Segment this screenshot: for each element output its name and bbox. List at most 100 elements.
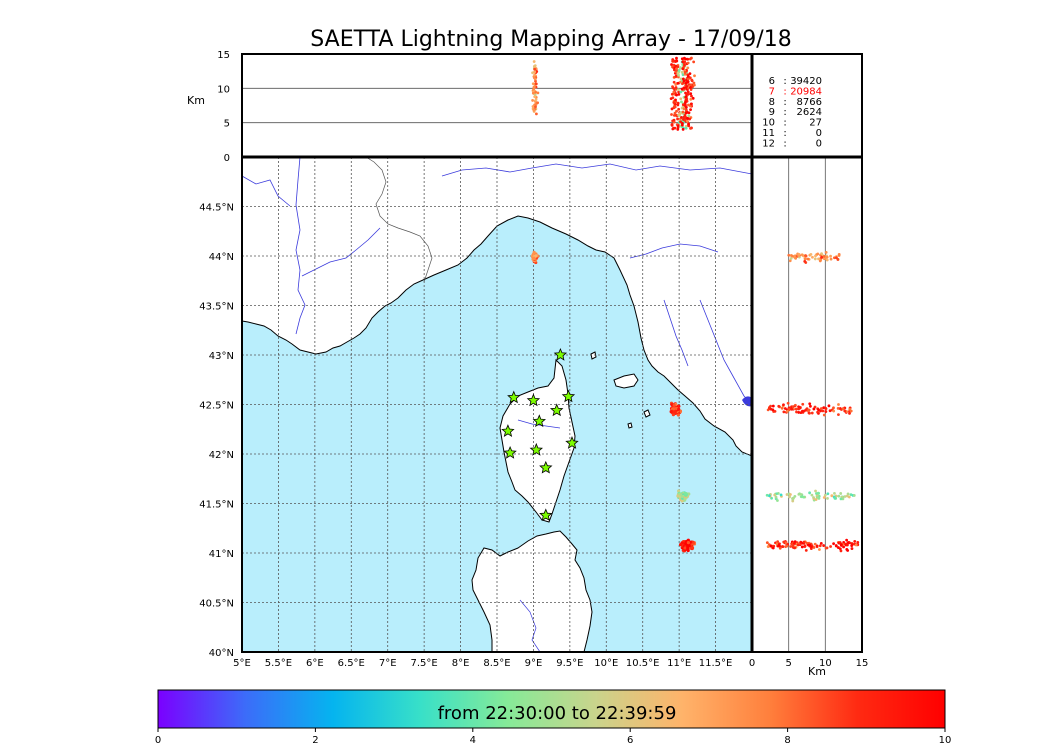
source-count: 39420 xyxy=(790,76,822,87)
side-source-point xyxy=(802,495,805,499)
altitude-source-point xyxy=(672,120,676,124)
side-source-point xyxy=(832,542,835,546)
altitude-source-point xyxy=(679,97,683,101)
separator-colon: : xyxy=(783,118,786,129)
altitude-tick-labels: 0 5 10 15 xyxy=(217,50,230,164)
lma-stations xyxy=(501,347,579,522)
side-source-point xyxy=(797,407,801,411)
altitude-source-point xyxy=(683,70,687,74)
altitude-source-point xyxy=(690,94,693,98)
side-source-point xyxy=(814,498,818,501)
altitude-source-point xyxy=(531,91,535,95)
side-source-point xyxy=(829,545,832,548)
colorbar-tick-label: 4 xyxy=(470,735,476,746)
altitude-source-point xyxy=(688,86,692,89)
side-source-point xyxy=(778,546,782,550)
side-source-point xyxy=(789,493,792,496)
side-source-point xyxy=(817,257,820,261)
altitude-source-point xyxy=(675,59,679,63)
longitude-tick-label: 7.5°E xyxy=(411,658,438,669)
side-source-point xyxy=(846,492,850,496)
side-source-point xyxy=(820,255,824,259)
altitude-panel-background xyxy=(242,54,752,157)
river-durance xyxy=(301,227,381,277)
side-source-point xyxy=(822,413,826,417)
longitude-tick-label: 8.5°E xyxy=(483,658,510,669)
latitude-tick-label: 41.5°N xyxy=(199,500,234,511)
side-source-point xyxy=(833,496,837,500)
side-source-point xyxy=(822,544,826,547)
side-source-point xyxy=(777,404,781,408)
station-number: 8 xyxy=(769,97,775,108)
lightning-source-points xyxy=(530,250,697,553)
side-source-point xyxy=(791,254,794,258)
altitude-source-point xyxy=(686,61,690,65)
side-source-point xyxy=(843,495,847,498)
altitude-source-point xyxy=(670,63,673,66)
side-source-point xyxy=(808,411,811,415)
side-source-point xyxy=(789,257,793,260)
river-po xyxy=(441,163,752,177)
side-source-point xyxy=(787,407,791,411)
side-source-point xyxy=(791,544,795,548)
france-italy-border xyxy=(365,157,433,283)
map-source-point xyxy=(683,491,688,496)
side-source-point xyxy=(780,406,784,410)
side-source-point xyxy=(809,545,813,549)
side-source-point xyxy=(845,543,849,546)
land-and-coastlines xyxy=(242,157,752,652)
altitude-source-point xyxy=(533,64,537,68)
altitude-source-point xyxy=(676,124,680,128)
side-tick-labels: 0 5 10 15 xyxy=(749,658,869,669)
source-count: 8766 xyxy=(797,97,822,108)
altitude-source-point xyxy=(531,71,534,75)
altitude-source-point xyxy=(691,85,694,89)
side-source-point xyxy=(802,540,806,544)
star-icon xyxy=(539,508,553,522)
side-source-point xyxy=(806,257,810,261)
altitude-source-point xyxy=(682,107,686,111)
side-source-point xyxy=(832,406,835,410)
altitude-source-point xyxy=(686,120,689,123)
side-source-point xyxy=(854,543,858,547)
altitude-source-point xyxy=(673,105,677,109)
side-source-point xyxy=(824,406,827,410)
altitude-source-point xyxy=(676,127,680,131)
altitude-source-point xyxy=(679,90,683,94)
side-source-point xyxy=(785,544,789,548)
side-altitude-tick-label: 0 xyxy=(749,658,755,669)
altitude-source-point xyxy=(670,123,674,127)
side-source-point xyxy=(818,259,822,263)
side-source-point xyxy=(822,255,826,258)
altitude-source-point xyxy=(533,73,537,77)
river-alps xyxy=(242,175,291,207)
latitude-tick-label: 40°N xyxy=(209,648,234,659)
source-count: 0 xyxy=(816,128,822,139)
map-tick-labels: 5°E 5.5°E 6°E 6.5°E 7°E 7.5°E 8°E 8.5°E 9°E 9.5°E… xyxy=(199,203,732,670)
altitude-source-point xyxy=(532,60,536,63)
longitude-tick-label: 5.5°E xyxy=(265,658,292,669)
station-number: 6 xyxy=(769,76,775,87)
map-panel: 5°E 5.5°E 6°E 6.5°E 7°E 7.5°E 8°E 8.5°E 9°E 9.5°E… xyxy=(199,157,752,669)
altitude-source-point xyxy=(677,107,681,111)
altitude-source-point xyxy=(675,109,678,113)
side-source-point xyxy=(784,541,788,545)
side-source-point xyxy=(829,257,833,261)
altitude-source-point xyxy=(676,103,680,107)
altitude-source-point xyxy=(672,126,675,130)
altitude-source-point xyxy=(533,70,537,74)
side-source-point xyxy=(771,546,775,550)
altitude-source-point xyxy=(685,85,689,88)
side-source-point xyxy=(815,544,819,548)
longitude-tick-label: 9.5°E xyxy=(556,658,583,669)
altitude-source-point xyxy=(536,101,540,105)
altitude-source-point xyxy=(684,57,688,61)
side-altitude-tick-label: 5 xyxy=(785,658,791,669)
side-source-point xyxy=(788,259,792,263)
latitude-tick-label: 42°N xyxy=(209,450,234,461)
side-source-point xyxy=(804,254,807,257)
longitude-tick-label: 6°E xyxy=(306,658,324,669)
montecristo-island xyxy=(627,422,633,429)
source-count: 0 xyxy=(816,138,822,149)
